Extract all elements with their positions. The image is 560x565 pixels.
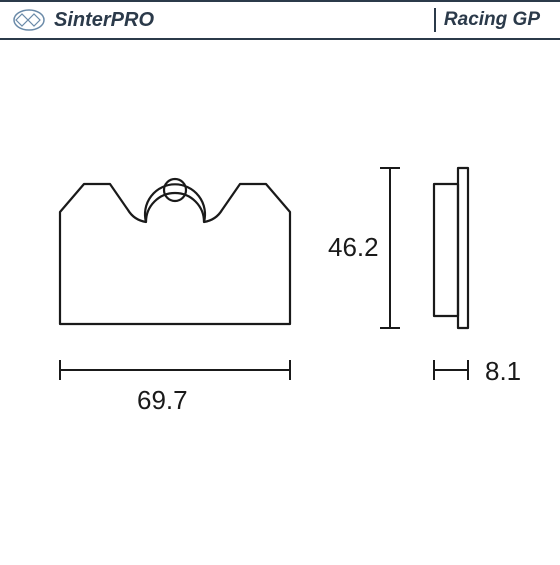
brand-logo-icon <box>12 8 46 32</box>
front-pad-shape <box>60 179 290 324</box>
dim-thickness <box>434 360 468 380</box>
diagram-svg <box>0 40 560 560</box>
dim-width-label: 69.7 <box>137 385 188 416</box>
dim-height-label: 46.2 <box>328 232 379 263</box>
brand-left: SinterPRO <box>12 8 154 32</box>
header-bar: SinterPRO Racing GP <box>0 0 560 40</box>
technical-diagram: 69.7 46.2 8.1 <box>0 40 560 560</box>
divider-icon <box>434 8 436 32</box>
brand-right: Racing GP <box>434 8 540 32</box>
dim-width <box>60 360 290 380</box>
side-pad-shape <box>434 168 468 328</box>
brand-text-right: Racing GP <box>444 9 540 31</box>
brand-text-left: SinterPRO <box>54 9 154 32</box>
dim-height <box>380 168 400 328</box>
dim-thickness-label: 8.1 <box>485 356 521 387</box>
